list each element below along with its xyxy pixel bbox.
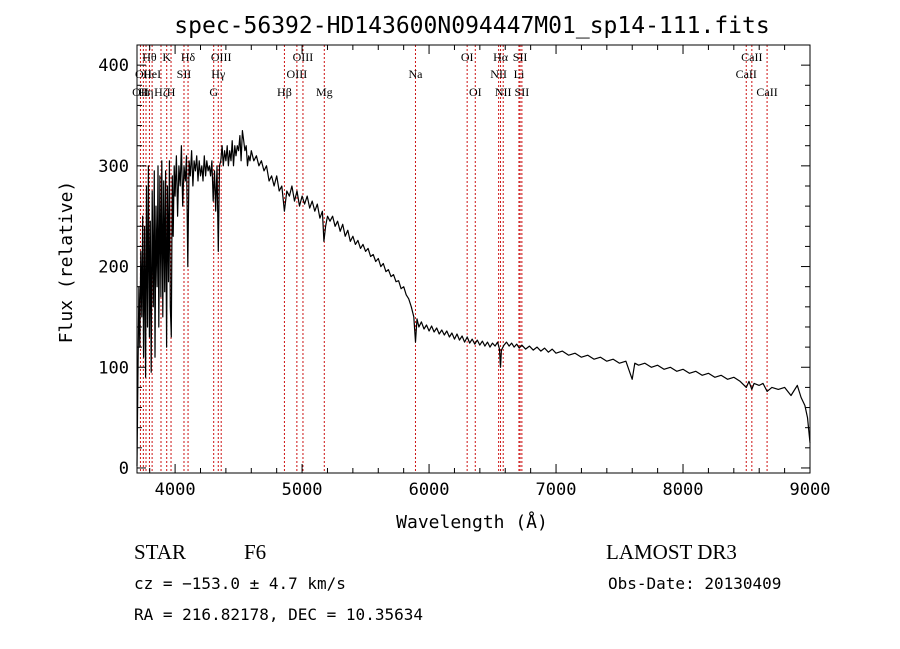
reference-label-5: Hζ: [154, 85, 168, 99]
y-tick-label: 400: [98, 56, 129, 76]
x-tick-label: 4000: [155, 480, 196, 500]
reference-label-27: CaII: [741, 50, 762, 64]
reference-label-25: SII: [515, 85, 530, 99]
reference-label-23: Li: [514, 67, 525, 81]
reference-label-15: OIII: [293, 50, 314, 64]
reference-label-14: OIII: [287, 67, 308, 81]
x-tick-label: 5000: [282, 480, 323, 500]
y-axis-label: Flux (relative): [56, 181, 77, 344]
chart-title: spec-56392-HD143600N094447M01_sp14-111.f…: [174, 13, 769, 39]
y-axis: 0 100 200 300 400: [98, 56, 810, 479]
y-tick-label: 100: [98, 358, 129, 378]
survey-name: LAMOST DR3: [606, 540, 737, 564]
plot-frame: [136, 44, 811, 474]
reference-label-19: OI: [469, 85, 482, 99]
spectrum-line: [136, 130, 811, 467]
reference-label-9: Hδ: [181, 50, 196, 64]
reference-label-18: OI: [461, 50, 474, 64]
y-tick-label: 300: [98, 157, 129, 177]
reference-label-12: OIII: [211, 50, 232, 64]
coordinates: RA = 216.82178, DEC = 10.35634: [134, 605, 423, 624]
x-tick-label: 6000: [409, 480, 450, 500]
reference-label-26: CaII: [736, 67, 757, 81]
reference-label-7: H: [167, 85, 176, 99]
y-tick-label: 200: [98, 258, 129, 278]
reference-label-6: K: [162, 50, 171, 64]
reference-label-16: Mg: [316, 85, 333, 99]
reference-label-13: Hβ: [277, 85, 292, 99]
reference-lines: [139, 45, 768, 473]
reference-label-8: SII: [177, 67, 192, 81]
reference-label-11: Hγ: [211, 67, 226, 81]
reference-label-22: NII: [495, 85, 512, 99]
redshift-text: cz = −153.0 ± 4.7 km/s: [134, 574, 346, 593]
reference-label-10: G: [209, 85, 218, 99]
obs-date: Obs-Date: 20130409: [608, 574, 781, 593]
reference-label-21: Hα: [493, 50, 509, 64]
x-axis-label: Wavelength (Å): [396, 511, 548, 533]
reference-label-4: HeI: [143, 67, 161, 81]
reference-label-20: NII: [490, 67, 507, 81]
x-tick-label: 8000: [663, 480, 704, 500]
x-axis: 4000 5000 6000 7000 8000 9000: [149, 45, 831, 500]
reference-label-3: Hθ: [142, 50, 157, 64]
y-tick-label: 0: [119, 459, 129, 479]
reference-label-1: OII: [135, 67, 152, 81]
x-tick-label: 9000: [790, 480, 831, 500]
reference-label-24: SII: [513, 50, 528, 64]
reference-label-0: OII: [132, 85, 149, 99]
object-subclass: F6: [244, 540, 266, 564]
reference-labels: OIIOIIHηHθHeIHζKHSIIHδGHγOIIIHβOIIIOIIIM…: [132, 50, 778, 99]
object-class: STAR: [134, 540, 186, 564]
reference-label-28: CaII: [756, 85, 777, 99]
x-tick-label: 7000: [536, 480, 577, 500]
reference-label-17: Na: [408, 67, 423, 81]
reference-label-2: Hη: [139, 85, 154, 99]
